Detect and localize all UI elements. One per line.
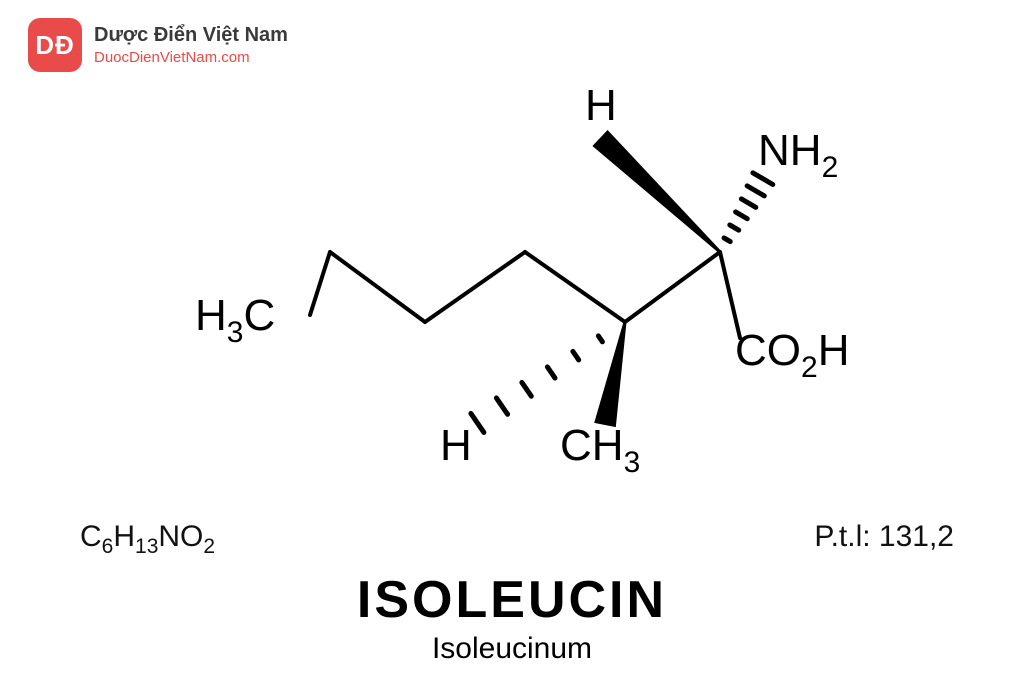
atom-label-H_top: H [585,81,617,130]
atom-label-H_bot: H [440,421,472,470]
atom-label-NH2: NH2 [758,126,838,184]
compound-name: ISOLEUCIN [0,570,1024,630]
atom-label-H3C: H3C [195,291,275,349]
brand-badge: DĐ [28,18,82,72]
structure-svg: H NH2 H3C CO2H H CH3 [140,60,880,480]
molecular-weight: P.t.l: 131,2 [814,520,954,559]
brand-title: Dược Điển Việt Nam [94,24,288,47]
compound-latin: Isoleucinum [0,632,1024,666]
formula-row: C6H13NO2 P.t.l: 131,2 [0,520,1024,559]
chemical-structure-diagram: H NH2 H3C CO2H H CH3 [140,60,880,480]
title-block: ISOLEUCIN Isoleucinum [0,570,1024,666]
atom-label-CH3: CH3 [560,421,640,479]
atom-label-CO2H: CO2H [735,326,849,384]
molecular-formula: C6H13NO2 [80,520,215,559]
